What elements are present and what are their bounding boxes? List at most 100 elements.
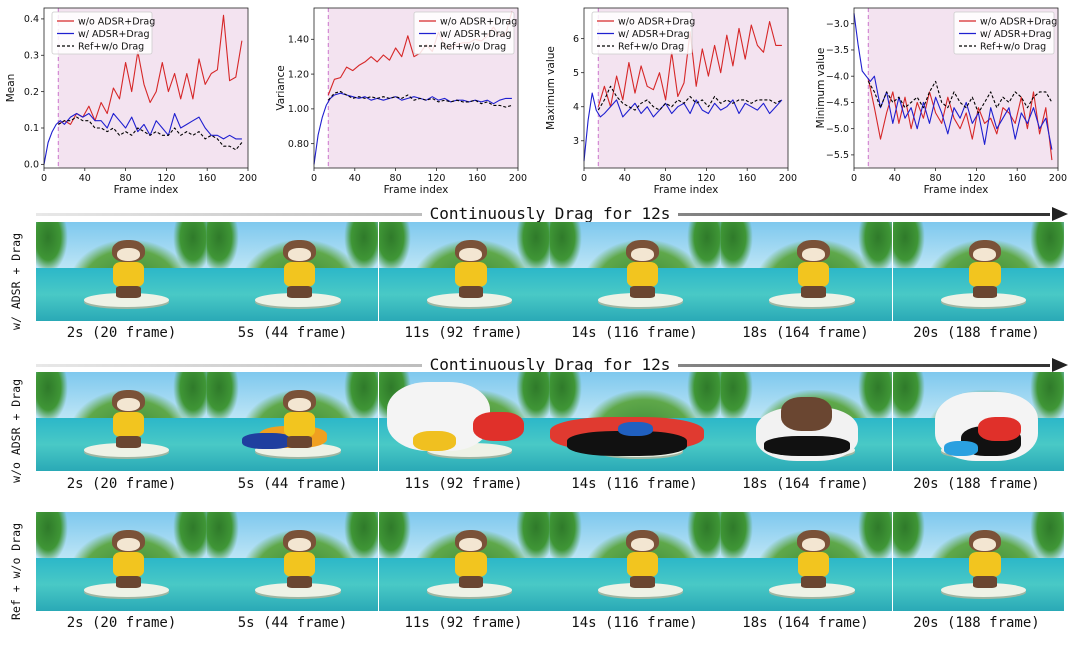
frame-palm-right <box>172 222 207 274</box>
legend-label-ref-wo-drag: Ref+w/o Drag <box>980 41 1046 52</box>
otter-life-vest <box>626 262 658 288</box>
y-tick-label: 3 <box>573 136 579 147</box>
otter-legs <box>287 286 312 298</box>
frame-palm-right <box>1029 512 1064 564</box>
frame-palm-right <box>515 222 550 274</box>
frame-palm-right <box>172 372 207 424</box>
otter-life-vest <box>284 412 316 438</box>
otter-life-vest <box>112 262 144 288</box>
frame-palm-right <box>515 372 550 424</box>
arrow-label: Continuously Drag for 12s <box>36 204 1064 224</box>
otter-face <box>630 248 654 262</box>
frame-surfboard <box>426 293 512 308</box>
frame-surfboard <box>597 293 684 308</box>
y-tick-label: 1.00 <box>288 104 309 115</box>
chart-panel-mean: 0 40 80 120 160 200 0.0 0.1 0.2 0.3 0.4 Frame index… <box>0 2 260 196</box>
y-axis-label: Minimum value <box>815 48 827 129</box>
frame-caption: 5s (44 frame) <box>237 615 348 631</box>
video-frame-thumbnail <box>36 372 207 471</box>
y-tick-label: −3.5 <box>826 45 849 56</box>
y-tick-label: 4 <box>573 102 579 113</box>
x-axis-label: Frame index <box>924 184 989 196</box>
frame-otter-character <box>108 529 149 589</box>
otter-life-vest <box>112 412 144 438</box>
frame-caption: 18s (164 frame) <box>742 476 869 492</box>
chart-panel-variance: 0 40 80 120 160 200 0.80 1.00 1.20 1.40 Frame inde… <box>270 2 530 196</box>
frame-palm-left <box>549 372 582 424</box>
x-tick-label: 200 <box>239 173 257 184</box>
x-tick-label: 80 <box>930 173 942 184</box>
frame-palm-right <box>344 222 379 274</box>
x-tick-label: 40 <box>349 173 361 184</box>
video-frame-thumbnail <box>721 512 893 611</box>
y-tick-label: 0.0 <box>24 160 39 171</box>
frame-palm-left <box>721 222 754 274</box>
frame-palm-right <box>172 512 207 564</box>
otter-face <box>459 248 483 262</box>
otter-face <box>973 538 997 552</box>
otter-life-vest <box>455 262 487 288</box>
frame-palm-right <box>686 512 721 564</box>
otter-legs <box>287 576 312 588</box>
frame-palm-left <box>36 512 68 564</box>
otter-life-vest <box>284 262 316 288</box>
plot-frame <box>43 7 249 169</box>
otter-legs <box>287 436 312 448</box>
legend-label-wo-adsr-drag: w/o ADSR+Drag <box>980 16 1057 27</box>
video-frame-thumbnail <box>721 372 893 471</box>
y-tick-label: −4.0 <box>826 71 849 82</box>
legend-label-ref-wo-drag: Ref+w/o Drag <box>440 41 506 52</box>
video-frame-thumbnail <box>721 222 893 321</box>
frame-otter-character <box>793 239 834 299</box>
frame-palm-right <box>1029 222 1064 274</box>
drag-arrow-2: Continuously Drag for 12s <box>36 355 1068 375</box>
otter-face <box>116 398 140 412</box>
video-frame-thumbnail <box>549 372 721 471</box>
frame-palm-left <box>207 372 240 424</box>
frame-palm-left <box>378 512 411 564</box>
series-line-ref-wo-drag <box>597 85 783 111</box>
y-tick-label: 0.80 <box>288 139 309 150</box>
frame-surfboard <box>83 293 170 308</box>
frame-otter-character <box>108 389 149 449</box>
frame-palm-right <box>344 372 379 424</box>
frame-palm-right <box>858 222 893 274</box>
frame-artifact-blob <box>943 441 979 457</box>
y-axis-label: Variance <box>275 65 287 110</box>
frame-caption: 2s (20 frame) <box>66 325 177 341</box>
frame-strip-w-adsr <box>36 222 1064 321</box>
y-axis-label: Mean <box>5 74 17 103</box>
otter-life-vest <box>969 552 1001 578</box>
otter-face <box>288 398 312 412</box>
frame-surfboard <box>83 443 170 458</box>
arrow-head-icon <box>1052 207 1068 221</box>
frame-otter-character <box>964 529 1005 589</box>
y-tick-label: 0.2 <box>24 87 39 98</box>
plot-frame <box>853 7 1059 169</box>
frame-otter-character <box>450 239 491 299</box>
otter-face <box>116 538 140 552</box>
x-tick-label: 0 <box>41 173 47 184</box>
x-tick-label: 0 <box>851 173 857 184</box>
x-tick-label: 40 <box>79 173 91 184</box>
frame-caption: 14s (116 frame) <box>571 325 698 341</box>
frame-surfboard <box>255 293 341 308</box>
otter-legs <box>458 576 484 588</box>
otter-face <box>802 538 826 552</box>
legend-box <box>591 11 693 55</box>
video-frame-thumbnail <box>549 222 721 321</box>
series-line-ref-wo-drag <box>867 80 1053 114</box>
x-tick-label: 0 <box>581 173 587 184</box>
legend-label-ref-wo-drag: Ref+w/o Drag <box>78 41 144 52</box>
y-tick-label: 6 <box>573 34 579 45</box>
x-tick-label: 120 <box>157 173 175 184</box>
frame-palm-left <box>36 222 68 274</box>
frame-artifact-blob <box>764 436 850 457</box>
arrow-head-icon <box>1052 358 1068 372</box>
chart-panel-minimum: 0 40 80 120 160 200 −3.0 −3.5 −4.0 −4.5 −5.0 −5.5 Fr… <box>810 2 1070 196</box>
frame-surfboard <box>769 293 855 308</box>
otter-legs <box>115 286 141 298</box>
frame-surfboard <box>426 583 512 598</box>
x-tick-label: 120 <box>697 173 715 184</box>
frame-caption: 18s (164 frame) <box>742 325 869 341</box>
